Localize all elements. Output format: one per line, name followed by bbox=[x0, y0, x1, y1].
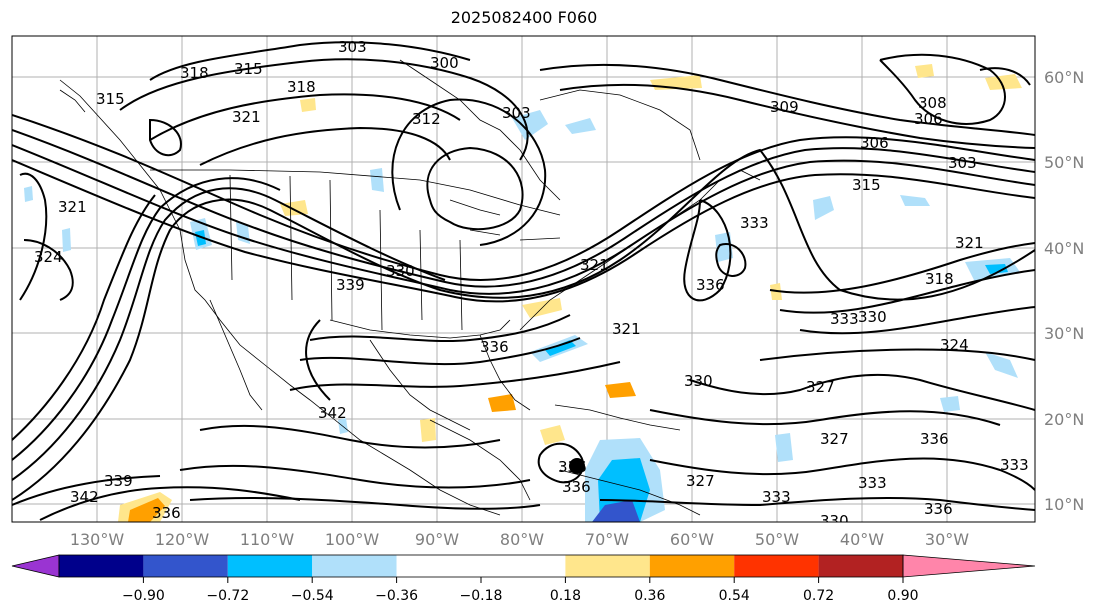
contour-label: 339 bbox=[336, 276, 365, 294]
storm-center-dot bbox=[569, 458, 585, 474]
contour-label: 336 bbox=[924, 500, 953, 518]
contour-label: 333 bbox=[830, 310, 859, 328]
contour-label: 333 bbox=[740, 214, 769, 232]
contour-label: 321 bbox=[580, 256, 609, 274]
contour-label: 303 bbox=[338, 38, 367, 56]
contour-label: 321 bbox=[232, 108, 261, 126]
contour-label: 318 bbox=[287, 78, 316, 96]
height-contours bbox=[12, 41, 1035, 521]
contour-label: 342 bbox=[318, 404, 347, 422]
colorbar-tick-label: −0.54 bbox=[291, 588, 334, 604]
contour-label: 309 bbox=[770, 98, 799, 116]
longitude-labels: 130°W 120°W 110°W 100°W 90°W 80°W 70°W 6… bbox=[70, 530, 969, 549]
contour-label: 315 bbox=[96, 90, 125, 108]
map-frame bbox=[11, 35, 1036, 523]
contour-label: 303 bbox=[502, 104, 531, 122]
colorbar-swatch bbox=[59, 555, 144, 577]
colorbar-extend-low bbox=[11, 554, 60, 578]
lat-label: 40°N bbox=[1044, 239, 1084, 258]
contour-label: 318 bbox=[180, 64, 209, 82]
colorbar-tick-label: 0.90 bbox=[887, 588, 918, 604]
contour-label: 336 bbox=[562, 478, 591, 496]
colorbar-tick-label: 0.18 bbox=[550, 588, 581, 604]
contour-label: 306 bbox=[914, 110, 943, 128]
lon-label: 80°W bbox=[500, 530, 544, 549]
lon-label: 60°W bbox=[670, 530, 714, 549]
contour-label: 330 bbox=[820, 512, 849, 530]
lon-label: 50°W bbox=[755, 530, 799, 549]
contour-label: 330 bbox=[858, 308, 887, 326]
lon-label: 100°W bbox=[325, 530, 380, 549]
contour-label: 312 bbox=[412, 110, 441, 128]
contour-label: 330 bbox=[684, 372, 713, 390]
contour-label: 300 bbox=[430, 54, 459, 72]
contour-label: 315 bbox=[852, 176, 881, 194]
contour-label: 333 bbox=[858, 474, 887, 492]
contour-label: 327 bbox=[820, 430, 849, 448]
latitude-labels: 60°N 50°N 40°N 30°N 20°N 10°N bbox=[1044, 68, 1084, 514]
contour-label: 333 bbox=[762, 488, 791, 506]
contour-label: 321 bbox=[955, 234, 984, 252]
colorbar-tick-label: 0.72 bbox=[803, 588, 834, 604]
contour-label: 324 bbox=[34, 248, 63, 266]
contour-label: 342 bbox=[70, 488, 99, 506]
contour-label: 306 bbox=[860, 134, 889, 152]
contour-label: 339 bbox=[104, 472, 133, 490]
contour-label: 336 bbox=[480, 338, 509, 356]
map-title: 2025082400 F060 bbox=[450, 8, 598, 27]
contour-label: 321 bbox=[58, 198, 87, 216]
lon-label: 130°W bbox=[70, 530, 125, 549]
colorbar-tick-label: −0.90 bbox=[122, 588, 165, 604]
contour-label: 327 bbox=[806, 378, 835, 396]
colorbar-extend-high bbox=[902, 554, 1036, 578]
contour-label: 308 bbox=[918, 94, 947, 112]
colorbar-tick-label: 0.54 bbox=[719, 588, 750, 604]
contour-label: 336 bbox=[920, 430, 949, 448]
contour-label: 303 bbox=[948, 154, 977, 172]
colorbar-swatch bbox=[649, 555, 735, 577]
lat-label: 60°N bbox=[1044, 68, 1084, 87]
colorbar-swatch bbox=[818, 555, 903, 577]
lat-label: 50°N bbox=[1044, 153, 1084, 172]
lat-label: 10°N bbox=[1044, 495, 1084, 514]
colorbar-swatch bbox=[734, 555, 819, 577]
contour-label: 324 bbox=[940, 336, 969, 354]
colorbar-swatch bbox=[227, 555, 313, 577]
colorbar-tick-label: −0.72 bbox=[206, 588, 249, 604]
contour-label: 336 bbox=[696, 276, 725, 294]
contour-labels: 303 300 318 315 318 321 312 303 315 309 … bbox=[34, 38, 1029, 530]
lat-label: 30°N bbox=[1044, 324, 1084, 343]
colorbar-swatch bbox=[312, 555, 397, 577]
contour-label: 321 bbox=[612, 320, 641, 338]
colorbar-tick-label: −0.36 bbox=[375, 588, 418, 604]
colorbar-tick-label: 0.36 bbox=[634, 588, 665, 604]
map-plot-area: 303 300 318 315 318 321 312 303 315 309 … bbox=[12, 36, 1035, 530]
colorbar-tick-label: −0.18 bbox=[460, 588, 503, 604]
lon-label: 110°W bbox=[240, 530, 295, 549]
colorbar-swatch bbox=[565, 555, 650, 577]
contour-label: 336 bbox=[152, 504, 181, 522]
contour-label: 330 bbox=[386, 262, 415, 280]
lon-label: 40°W bbox=[840, 530, 884, 549]
contour-label: 327 bbox=[686, 472, 715, 490]
lon-label: 70°W bbox=[585, 530, 629, 549]
contour-label: 333 bbox=[1000, 456, 1029, 474]
contour-label: 315 bbox=[234, 60, 263, 78]
colorbar-swatch bbox=[396, 555, 481, 577]
contour-label: 318 bbox=[925, 270, 954, 288]
lon-label: 30°W bbox=[925, 530, 969, 549]
colorbar: −0.90 −0.72 −0.54 −0.36 −0.18 0.18 0.36 … bbox=[11, 554, 1036, 604]
colorbar-swatch bbox=[143, 555, 228, 577]
lat-label: 20°N bbox=[1044, 410, 1084, 429]
lon-label: 120°W bbox=[155, 530, 210, 549]
colorbar-swatch bbox=[481, 555, 566, 577]
lon-label: 90°W bbox=[415, 530, 459, 549]
